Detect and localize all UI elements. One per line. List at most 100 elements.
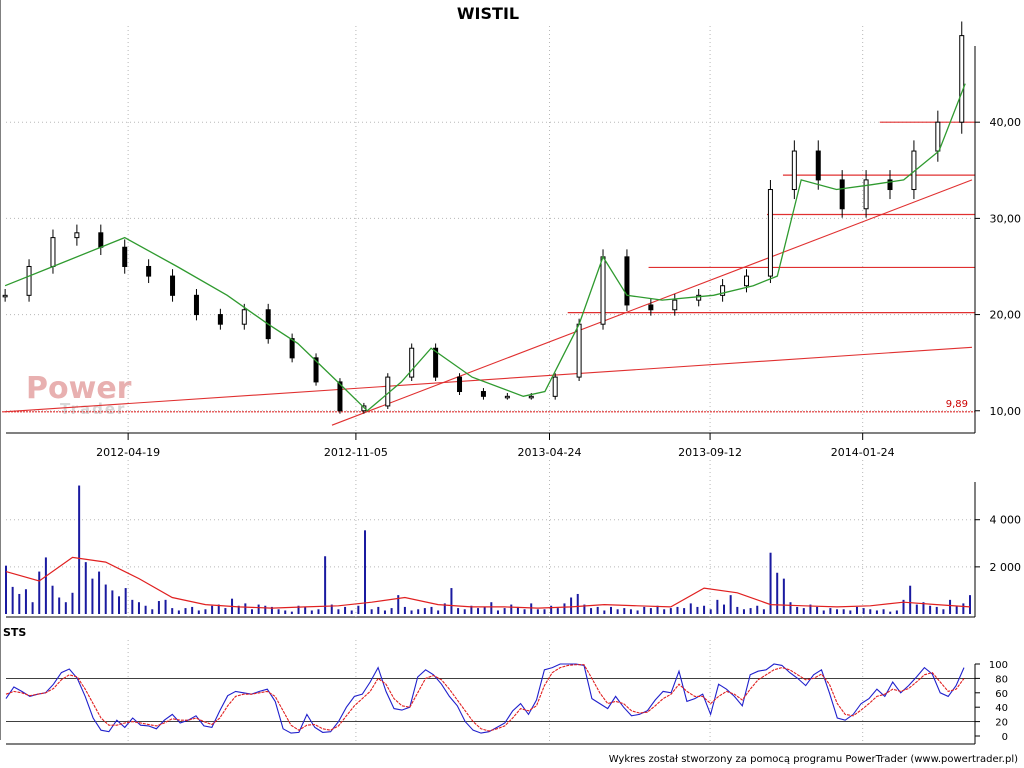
volume-bar: [869, 609, 872, 614]
volume-bar: [895, 610, 898, 614]
candle-body: [959, 35, 965, 123]
candle-body: [433, 347, 439, 378]
volume-bar: [683, 608, 686, 614]
volume-bar: [144, 605, 147, 614]
sts-y-tick-label: 60: [995, 689, 1008, 700]
volume-bar: [543, 609, 546, 614]
volume-bar: [550, 605, 553, 614]
volume-bar: [290, 611, 293, 614]
volume-bar: [450, 588, 453, 614]
sts-panel-label: STS: [3, 626, 26, 639]
volume-bar: [224, 608, 227, 614]
candle-body: [887, 179, 893, 191]
trend-line: [331, 179, 973, 426]
volume-bar: [157, 601, 160, 614]
price-level-label: 9,89: [946, 399, 968, 410]
volume-bar: [370, 609, 373, 614]
volume-bar: [862, 608, 865, 614]
volume-bar: [536, 609, 539, 614]
volume-bar: [663, 609, 666, 614]
volume-bar: [304, 606, 307, 614]
volume-bar: [38, 571, 41, 614]
candle-body: [337, 381, 343, 412]
volume-bar: [809, 604, 812, 614]
volume-grid: [6, 519, 975, 568]
volume-bar: [457, 608, 460, 614]
candle-body: [122, 246, 128, 267]
sts-y-tick-label: 80: [995, 674, 1008, 685]
volume-bar: [111, 590, 114, 614]
candle-body: [74, 232, 80, 239]
volume-bar: [337, 609, 340, 614]
volume-bar: [636, 610, 639, 614]
volume-bar: [490, 602, 493, 614]
volume-bar: [603, 610, 606, 614]
volume-bar: [264, 605, 267, 614]
volume-bar: [217, 604, 220, 614]
sts-primary-line: [5, 663, 965, 734]
candle-body: [50, 237, 56, 267]
volume-bar: [656, 605, 659, 614]
volume-bar: [78, 485, 81, 614]
x-tick-label: 2014-01-24: [831, 446, 895, 459]
price-trend-lines: [3, 179, 973, 426]
price-y-tick-label: 30,00: [990, 212, 1022, 225]
price-y-tick-label: 40,00: [990, 116, 1022, 129]
volume-bar: [576, 593, 579, 614]
price-y-tick-label: 20,00: [990, 309, 1022, 322]
volume-bar: [84, 562, 87, 614]
volume-bar: [855, 606, 858, 614]
volume-bar: [44, 557, 47, 614]
price-grid: [0, 0, 975, 745]
volume-bar: [477, 608, 480, 614]
candle-body: [696, 294, 702, 301]
candle-body: [839, 179, 845, 210]
volume-bar: [796, 606, 799, 614]
sts-signal-line: [5, 664, 965, 732]
chart-title: WISTIL: [457, 4, 519, 23]
candle-body: [528, 395, 534, 399]
volume-y-axis: 2 000 4 000: [974, 482, 1021, 617]
candle-body: [744, 275, 750, 287]
volume-bar: [716, 599, 719, 614]
volume-bar: [171, 608, 174, 614]
volume-average-line: [5, 556, 971, 609]
volume-bar: [962, 603, 965, 614]
volume-bar: [955, 605, 958, 614]
candle-body: [576, 323, 582, 378]
candle-body: [217, 314, 223, 325]
sts-y-tick-label: 20: [995, 718, 1008, 729]
volume-bar: [849, 610, 852, 614]
volume-bar: [31, 602, 34, 614]
volume-bar: [317, 609, 320, 614]
candle-body: [170, 275, 176, 296]
volume-bar: [284, 610, 287, 614]
price-horizontal-levels: 9,89: [2, 121, 975, 413]
volume-bar: [417, 609, 420, 614]
volume-bar: [570, 597, 573, 614]
volume-bar: [430, 606, 433, 614]
candle-body: [863, 179, 869, 210]
volume-bar: [437, 610, 440, 614]
price-moving-average: [4, 83, 966, 412]
volume-bar: [377, 606, 380, 614]
watermark-word1: Power: [26, 371, 132, 406]
volume-bar: [197, 610, 200, 614]
volume-bar: [357, 605, 360, 614]
volume-bar: [756, 605, 759, 614]
volume-bar: [802, 608, 805, 614]
volume-bar: [204, 609, 207, 614]
volume-bar: [609, 606, 612, 614]
sts-y-tick-label: 40: [995, 703, 1008, 714]
volume-bar: [742, 609, 745, 614]
moving-average-line: [4, 83, 966, 412]
volume-bar: [310, 610, 313, 614]
volume-bar: [703, 605, 706, 614]
candle-body: [241, 309, 247, 325]
volume-bar: [496, 610, 499, 614]
volume-bar: [510, 604, 513, 614]
sts-y-tick-label: 100: [989, 660, 1008, 671]
candle-body: [767, 189, 773, 277]
candle-body: [791, 150, 797, 191]
